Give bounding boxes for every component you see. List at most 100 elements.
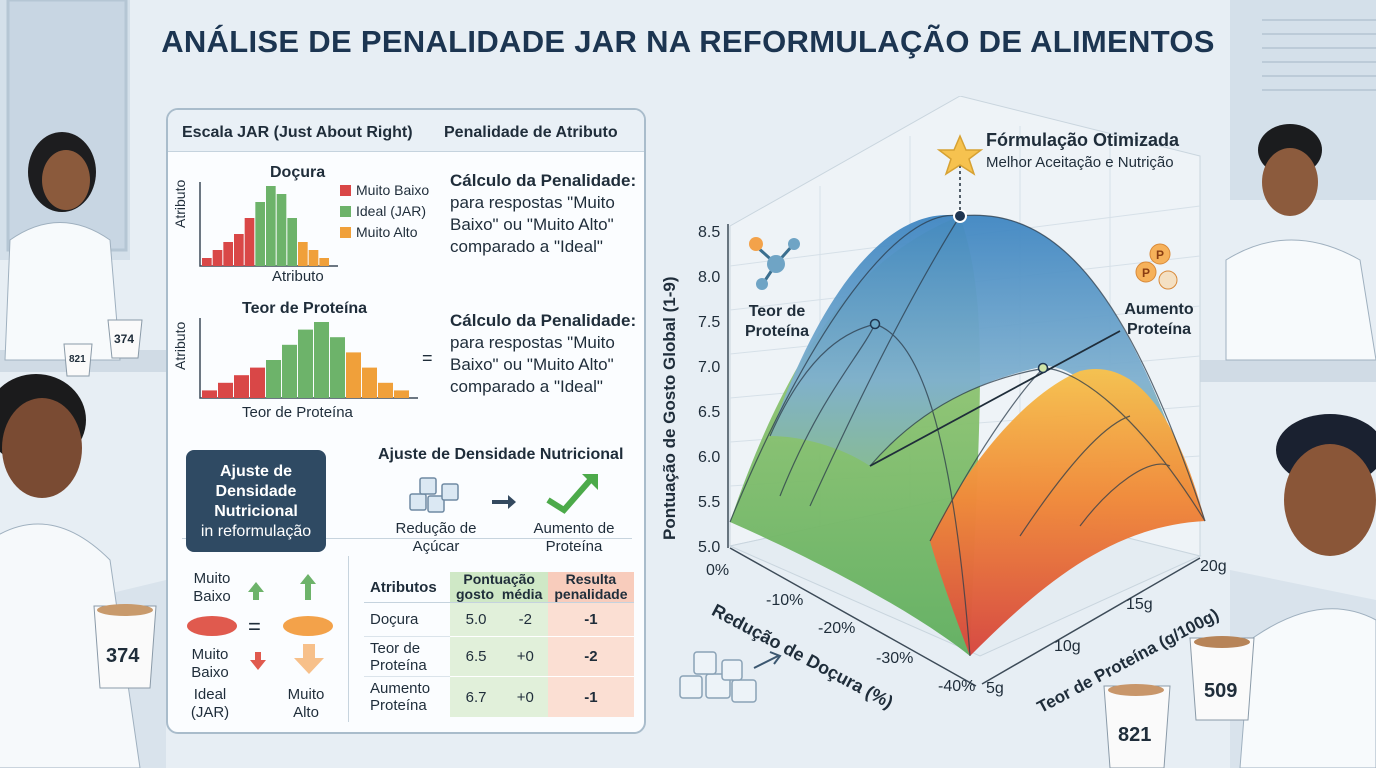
red-ellipse-icon (187, 616, 237, 636)
z-tick: 8.0 (698, 269, 721, 286)
panel-header: Escala JAR (Just About Right) Penalidade… (168, 110, 644, 152)
legend-label: Muito Baixo (356, 182, 430, 198)
calc-line: Baixo" ou "Muito Alto" (450, 215, 614, 234)
histogram-bar (287, 218, 297, 266)
header-line: Resulta (565, 571, 617, 587)
header-line: penalidade (554, 586, 628, 602)
y-tick: 20g (1200, 558, 1227, 575)
arrow-right-icon (492, 495, 516, 509)
optimum-point (953, 209, 967, 223)
annotation-protein-increase: Aumento Proteína (1120, 300, 1198, 340)
histogram-bar (212, 250, 223, 266)
histogram-bar (314, 322, 329, 398)
histogram-bar (346, 352, 361, 398)
sugar-cubes-icon (409, 477, 459, 513)
header-jar-scale: Escala JAR (Just About Right) (182, 124, 413, 141)
surface-point (869, 318, 881, 330)
legend-item: Ideal (JAR) (340, 201, 429, 222)
label-line: Muito (191, 646, 229, 663)
cell-penalty: -2 (548, 637, 634, 677)
histogram-bar (218, 382, 233, 398)
surface-blue-region (770, 214, 1200, 517)
z-tick: 8.5 (698, 224, 721, 241)
label-line: Baixo (191, 664, 229, 681)
chart-axis (199, 318, 418, 399)
cup-label: 821 (69, 354, 86, 365)
x-tick: -30% (876, 650, 914, 667)
label-line: Baixo (193, 588, 231, 605)
calc-title: Cálculo da Penalidade: (450, 311, 637, 330)
y-tick: 10g (1054, 638, 1081, 655)
label-muito-baixo: Muito Baixo (190, 570, 234, 606)
calc-title: Cálculo da Penalidade: (450, 171, 637, 190)
x-tick: -20% (818, 620, 856, 637)
header-line: gosto média (456, 587, 542, 602)
cell-attr: Teor de Proteína (364, 637, 450, 677)
histogram-bar (362, 367, 377, 398)
legend-item: Muito Alto (340, 222, 429, 243)
jar-panel: Escala JAR (Just About Right) Penalidade… (166, 108, 646, 734)
z-tick: 7.5 (698, 314, 721, 331)
label-line: Proteína (545, 538, 603, 555)
histogram-bar (298, 329, 313, 398)
cup-label: 821 (1118, 724, 1152, 746)
x-axis (729, 547, 977, 687)
box-line: Ajuste de (219, 463, 292, 480)
arrow-up-green-icon (300, 574, 316, 600)
penalty-calc-1: Cálculo da Penalidade: para respostas "M… (450, 170, 636, 258)
ridge-line (869, 330, 1121, 467)
chart1-ylabel: Atributo (172, 179, 188, 228)
sample-cup (107, 319, 143, 359)
cell-mean: +0 (502, 677, 549, 717)
surface-point (1037, 362, 1049, 374)
cup-label: 374 (106, 645, 140, 667)
histogram-bar (394, 390, 409, 398)
section-divider (182, 538, 632, 539)
z-tick: 5.5 (698, 494, 721, 511)
protein-p-icon: P P (1135, 243, 1178, 290)
annotation-protein-content: Teor de Proteína (742, 302, 812, 342)
z-tick: 7.0 (698, 359, 721, 376)
histogram-bar (378, 382, 393, 398)
histogram-bar (255, 202, 265, 266)
histogram-bar (234, 375, 249, 398)
histogram-bar (202, 258, 212, 266)
header-attribute-penalty: Penalidade de Atributo (444, 124, 618, 141)
penalty-calc-2: Cálculo da Penalidade: para respostas "M… (450, 310, 636, 398)
cell-attr: Doçura (364, 603, 450, 637)
histogram-bar (282, 344, 297, 398)
chart2-ylabel: Atributo (172, 321, 188, 370)
cell-score: 5.0 (450, 603, 503, 637)
arrow-down-red-icon (250, 652, 266, 670)
label-line: Muito (193, 570, 231, 587)
table-row: Doçura 5.0 -2 -1 (364, 603, 634, 637)
legend-swatch (340, 227, 351, 238)
z-tick: 6.5 (698, 404, 721, 421)
histogram-bar (202, 390, 217, 398)
label-line: Muito (287, 686, 325, 703)
table-row: Teor de Proteína 6.5 +0 -2 (364, 637, 634, 677)
sample-cup (1189, 636, 1255, 721)
y-tick: 15g (1126, 596, 1153, 613)
legend-label: Ideal (JAR) (356, 203, 427, 219)
table-header: Atributos (364, 572, 450, 603)
header-word: gosto (456, 586, 495, 602)
optimum-title: Fórmulação Otimizada (986, 130, 1180, 150)
label-ideal: Ideal (JAR) (188, 686, 232, 722)
attr-line: Teor de (370, 639, 421, 657)
optimum-subtitle: Melhor Aceitação e Nutrição (986, 154, 1174, 171)
z-tick: 6.0 (698, 449, 721, 466)
header-line: Pontuação (463, 571, 535, 587)
section-divider (348, 556, 349, 722)
y-axis (981, 557, 1201, 685)
label-line: Açúcar (412, 538, 460, 555)
star-icon (936, 134, 984, 176)
label-line: Redução de (395, 520, 477, 537)
label-line: Aumento de (533, 520, 615, 537)
svg-text:P: P (1142, 266, 1150, 280)
x-tick: 0% (706, 562, 730, 579)
legend-item: Muito Baixo (340, 180, 429, 201)
protein-distribution-chart (199, 318, 418, 399)
histogram-bar (330, 337, 345, 398)
table-header: Resulta penalidade (548, 571, 634, 603)
